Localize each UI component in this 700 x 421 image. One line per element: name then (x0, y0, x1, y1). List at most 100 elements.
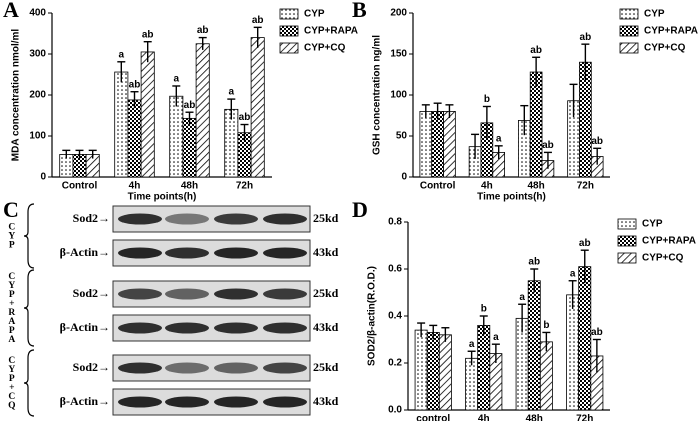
annotation: ab (580, 32, 592, 43)
size-label: 25kd (313, 286, 339, 300)
x-tick-label: 48h (526, 414, 543, 421)
y-tick-label: 300 (29, 49, 46, 60)
protein-label: β-Actin→ (60, 245, 110, 259)
x-axis-label: Time points(h) (477, 192, 546, 203)
legend-label: CYP+CQ (642, 253, 684, 264)
y-axis-label: GSH concentration ng/ml (372, 35, 383, 155)
protein-label: Sod2→ (73, 360, 110, 374)
legend-swatch (617, 218, 637, 230)
y-tick-label: 50 (396, 131, 408, 142)
y-tick-label: 0.0 (388, 405, 402, 416)
brace (23, 203, 35, 269)
x-tick-label: 48h (181, 181, 198, 192)
blot-band (263, 396, 307, 408)
size-label: 43kd (313, 245, 339, 259)
panel-label: D (352, 197, 368, 222)
bar (431, 111, 444, 178)
legend-label: CYP+RAPA (304, 26, 358, 37)
bar (465, 357, 479, 411)
annotation: ab (530, 45, 542, 56)
legend-swatch (617, 235, 637, 247)
bar (414, 329, 428, 411)
legend-label: CYP (644, 9, 665, 20)
legend-label: CYP (642, 219, 663, 230)
annotation: b (481, 304, 487, 315)
annotation: a (519, 292, 525, 303)
x-tick-label: 72h (236, 181, 253, 192)
blot-band (263, 288, 307, 300)
y-tick-label: 0 (401, 172, 407, 183)
blot-band (165, 362, 209, 374)
y-tick-label: 100 (390, 90, 407, 101)
annotation: b (543, 320, 549, 331)
x-axis-label: Time points(h) (128, 192, 197, 203)
y-tick-label: 0.4 (388, 311, 402, 322)
size-label: 43kd (313, 394, 339, 408)
annotation: ab (528, 257, 540, 268)
size-label: 25kd (313, 211, 339, 225)
blot-band (118, 288, 162, 300)
blot-band (214, 213, 258, 225)
annotation: ab (129, 79, 141, 90)
x-tick-label: 48h (528, 181, 545, 192)
bar (195, 43, 210, 178)
x-tick-label: 4h (129, 181, 141, 192)
y-tick-label: 100 (29, 131, 46, 142)
annotation: a (570, 268, 576, 279)
blot-band (165, 213, 209, 225)
legend-label: CYP+CQ (644, 43, 686, 54)
blot-band (214, 247, 258, 259)
bar (169, 95, 184, 178)
blot-band (263, 213, 307, 225)
annotation: a (496, 133, 502, 144)
annotation: ab (252, 15, 264, 26)
blot-band (165, 247, 209, 259)
legend-swatch (279, 42, 299, 54)
annotation: ab (239, 112, 251, 123)
bar (182, 117, 197, 178)
bar (419, 111, 433, 178)
annotation: a (229, 87, 235, 98)
bar (477, 324, 491, 411)
brace (23, 349, 35, 417)
blot-band (263, 322, 307, 334)
group-label: CYP+RAPA (7, 272, 17, 344)
legend-label: CYP+CQ (304, 43, 346, 54)
group-label: CYP (7, 223, 17, 250)
blot-band (263, 247, 307, 259)
y-axis-label: SOD2/β-actin(R.O.D.) (367, 266, 378, 366)
bar (127, 99, 142, 178)
bar (426, 332, 440, 411)
annotation: a (469, 339, 475, 350)
blot-band (165, 396, 209, 408)
blot-band (214, 288, 258, 300)
x-tick-label: Control (420, 181, 456, 192)
blot-band (165, 288, 209, 300)
blot-band (118, 213, 162, 225)
y-tick-label: 200 (29, 90, 46, 101)
size-label: 43kd (313, 320, 339, 334)
protein-label: β-Actin→ (60, 394, 110, 408)
bar (250, 37, 265, 178)
y-tick-label: 0.2 (388, 358, 402, 369)
blot-band (118, 247, 162, 259)
y-tick-label: 150 (390, 49, 407, 60)
panel-label: B (352, 0, 367, 22)
legend-swatch (279, 8, 299, 20)
annotation: ab (591, 136, 603, 147)
legend-label: CYP (304, 9, 325, 20)
x-tick-label: 72h (577, 181, 594, 192)
x-tick-label: Control (62, 181, 98, 192)
bar (443, 111, 456, 178)
legend-swatch (617, 252, 637, 264)
y-tick-label: 0 (40, 172, 46, 183)
y-tick-label: 0.8 (388, 217, 402, 228)
bar (438, 334, 452, 411)
y-tick-label: 400 (29, 8, 46, 19)
bar (527, 280, 541, 411)
blot-band (118, 362, 162, 374)
annotation: ab (142, 29, 154, 40)
blot-band (118, 396, 162, 408)
bar (114, 71, 129, 178)
